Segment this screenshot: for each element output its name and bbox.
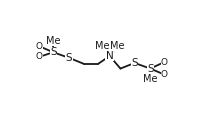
Text: Me: Me bbox=[46, 36, 61, 46]
Text: S: S bbox=[50, 47, 56, 57]
Text: Me: Me bbox=[95, 41, 110, 51]
Text: O: O bbox=[36, 52, 43, 61]
Text: Me: Me bbox=[110, 41, 124, 51]
Text: N: N bbox=[106, 51, 114, 61]
Text: S: S bbox=[147, 64, 154, 74]
Text: O: O bbox=[161, 70, 168, 79]
Text: S: S bbox=[66, 53, 72, 63]
Text: S: S bbox=[131, 58, 138, 68]
Text: Me: Me bbox=[143, 74, 158, 84]
Text: O: O bbox=[161, 58, 168, 67]
Text: O: O bbox=[36, 42, 43, 51]
